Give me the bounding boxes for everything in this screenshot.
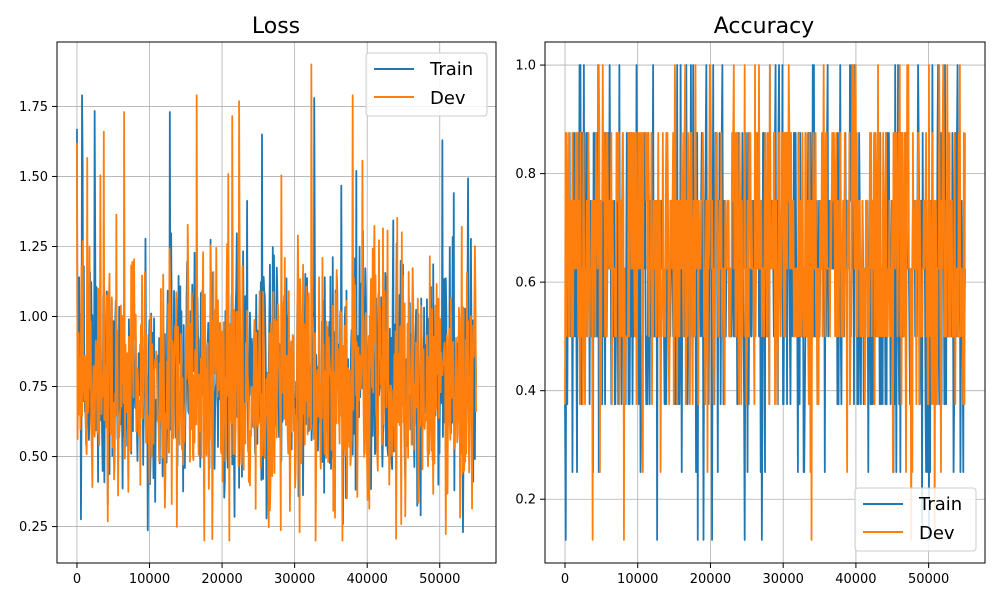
y-tick-label: 1.25 (19, 240, 48, 255)
y-tick-label: 1.75 (19, 100, 48, 115)
legend-train-label: Train (429, 59, 473, 80)
x-tick-label: 20000 (690, 572, 731, 587)
y-tick-label: 0.50 (19, 450, 48, 465)
x-tick-label: 30000 (763, 572, 804, 587)
x-tick-label: 10000 (129, 572, 170, 587)
x-tick-label: 10000 (617, 572, 658, 587)
x-tick-label: 50000 (908, 572, 949, 587)
y-tick-label: 1.0 (515, 59, 536, 74)
chart-title: Accuracy (714, 14, 814, 39)
plot-frame (544, 41, 986, 564)
legend: Train Dev (854, 487, 977, 552)
y-tick-label: 1.50 (19, 170, 48, 185)
x-tick-label: 40000 (835, 572, 876, 587)
y-tick-label: 0.4 (515, 384, 536, 399)
y-tick-label: 0.2 (515, 493, 536, 508)
series-line-dev (564, 64, 966, 541)
series-line-dev (76, 63, 477, 542)
x-tick-label: 40000 (347, 572, 388, 587)
y-tick-label: 1.00 (19, 310, 48, 325)
y-tick-label: 0.75 (19, 380, 48, 395)
x-tick-label: 0 (561, 572, 569, 587)
plot-frame (56, 41, 497, 564)
x-tick-label: 50000 (419, 572, 460, 587)
legend-dev-label: Dev (430, 88, 466, 109)
y-tick-label: 0.25 (19, 520, 48, 535)
series-line-train (76, 94, 477, 534)
legend: Train Dev (365, 52, 488, 117)
legend-train-label: Train (918, 494, 962, 515)
x-tick-label: 30000 (274, 572, 315, 587)
legend-dev-label: Dev (919, 523, 955, 544)
y-tick-label: 0.6 (515, 276, 536, 291)
chart-title: Loss (252, 14, 300, 39)
accuracy-chart: Accuracy 0 10000 20000 30000 40000 50000 0.2 0.… (515, 14, 986, 587)
x-tick-label: 20000 (201, 572, 242, 587)
x-tick-label: 0 (73, 572, 81, 587)
loss-chart: Loss 0 10000 20000 30000 40000 50000 0.25 0.50 0… (19, 14, 497, 587)
y-tick-label: 0.8 (515, 167, 536, 182)
